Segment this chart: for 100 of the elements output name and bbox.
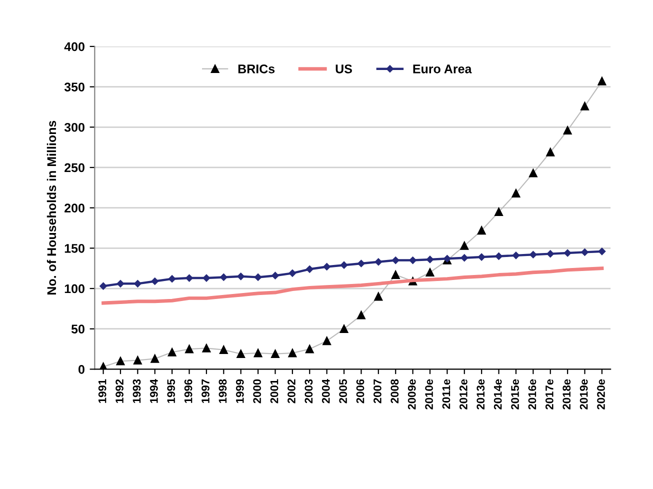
line-series	[102, 266, 604, 305]
x-tick-label: 2018e	[562, 379, 571, 410]
point	[306, 266, 314, 273]
x-tick-label: 1995	[167, 379, 176, 403]
x-tick-label: 1999	[236, 379, 244, 403]
x-tick-label: 2014e	[494, 379, 502, 410]
point	[340, 261, 348, 269]
point	[288, 348, 297, 358]
point	[254, 348, 262, 358]
x-tick-label: 2019e	[580, 379, 588, 410]
point	[220, 274, 228, 281]
point	[581, 248, 588, 256]
point	[272, 272, 279, 280]
x-tick-label: 2017e	[545, 379, 554, 410]
point	[374, 258, 382, 266]
point	[598, 76, 606, 86]
x-tick-label: 1996	[184, 379, 192, 403]
point	[426, 268, 434, 277]
y-tick-label: 400	[64, 42, 84, 52]
point	[254, 274, 262, 281]
point	[100, 282, 107, 290]
point	[530, 250, 537, 258]
x-tick-label: 1993	[132, 379, 141, 403]
point	[168, 275, 176, 282]
point	[374, 292, 383, 301]
x-tick-label: 2010e	[425, 379, 433, 410]
x-tick-label: 2003	[304, 379, 313, 404]
point	[598, 248, 606, 256]
point	[134, 356, 142, 364]
point	[168, 348, 176, 356]
x-tick-label: 2007	[374, 379, 382, 404]
x-tick-label: 2012e	[460, 379, 468, 410]
point	[512, 189, 520, 198]
point	[564, 249, 572, 257]
y-tick-label: 50	[71, 324, 84, 334]
x-tick-label: 2002	[288, 379, 296, 404]
point	[116, 356, 125, 366]
point	[322, 336, 331, 346]
point	[580, 102, 589, 110]
point	[563, 126, 572, 135]
point	[151, 278, 159, 285]
x-tick-label: 2020e	[597, 379, 605, 410]
x-tick-label: 2006	[356, 379, 364, 404]
y-tick-label: 100	[64, 284, 84, 294]
x-tick-label: 2013e	[476, 379, 485, 410]
y-tick-label: 0	[78, 364, 84, 374]
x-tick-label: 2011e	[442, 379, 450, 409]
x-tick-label: 2000	[253, 379, 262, 404]
legend-label: Euro Area	[413, 64, 472, 74]
x-tick-label: 2015e	[511, 379, 519, 410]
point	[288, 270, 296, 277]
point	[391, 270, 400, 279]
point	[478, 253, 486, 261]
legend-label: US	[336, 64, 352, 74]
legend-label: BRICs	[238, 64, 275, 74]
point	[546, 250, 554, 258]
point	[305, 344, 314, 354]
point	[271, 350, 280, 358]
point	[116, 280, 124, 288]
point	[512, 252, 520, 260]
point	[546, 148, 555, 156]
x-tick-label: 1994	[150, 378, 158, 403]
x-tick-label: 2016e	[528, 379, 536, 410]
point	[323, 263, 330, 270]
point	[186, 274, 193, 282]
point	[460, 254, 468, 262]
x-tick-label: 1998	[218, 379, 227, 403]
point	[236, 350, 246, 358]
x-tick-label: 2005	[339, 379, 348, 404]
point	[529, 168, 538, 178]
point	[494, 208, 503, 216]
point	[357, 310, 366, 320]
x-tick-label: 1991	[98, 379, 106, 403]
x-tick-label: 1997	[202, 379, 210, 403]
point	[409, 256, 416, 264]
y-tick-label: 350	[64, 82, 84, 92]
x-tick-label: 2008	[390, 379, 399, 404]
y-tick-label: 200	[64, 204, 84, 212]
y-tick-label: 250	[64, 163, 84, 172]
point	[358, 260, 365, 268]
point	[460, 242, 469, 250]
point	[340, 324, 348, 334]
y-tick-label: 300	[64, 122, 84, 132]
x-tick-label: 2009e	[408, 379, 416, 410]
point	[426, 256, 434, 264]
x-tick-label: 1992	[116, 379, 124, 403]
point	[202, 274, 210, 282]
point	[134, 280, 142, 288]
x-tick-label: 2001	[270, 379, 278, 404]
x-tick-label: 2004	[322, 378, 330, 404]
point	[392, 256, 400, 264]
point	[495, 252, 502, 260]
y-tick-label: 150	[64, 244, 84, 253]
point	[237, 272, 244, 280]
point	[150, 354, 160, 363]
point	[219, 346, 228, 354]
point	[477, 226, 486, 235]
point	[202, 344, 211, 352]
y-axis-title: No. of Households in Millions	[46, 120, 56, 294]
point	[185, 344, 194, 354]
